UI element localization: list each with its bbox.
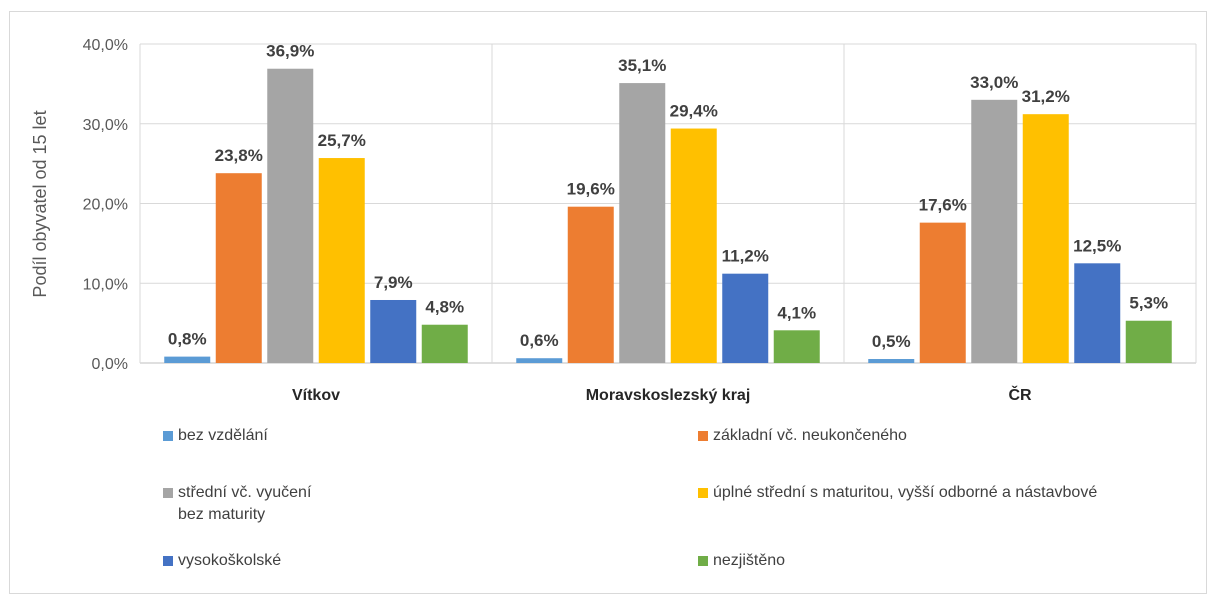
legend-swatch: [163, 488, 173, 498]
data-label: 31,2%: [1022, 87, 1070, 106]
data-label: 4,8%: [425, 298, 464, 317]
data-label: 23,8%: [215, 146, 263, 165]
legend-swatch: [163, 556, 173, 566]
bar: [619, 83, 666, 363]
y-tick-label: 10,0%: [83, 276, 128, 293]
category-label: Vítkov: [292, 387, 340, 404]
legend-label: základní vč. neukončeného: [713, 427, 907, 444]
bar: [267, 68, 314, 363]
y-tick-label: 20,0%: [83, 197, 128, 214]
data-label: 19,6%: [567, 180, 615, 199]
legend-swatch: [698, 431, 708, 441]
legend-item: vysokoškolské: [163, 550, 281, 572]
data-label: 12,5%: [1073, 236, 1121, 255]
bar: [670, 128, 717, 363]
bar: [722, 273, 769, 363]
bars: [164, 68, 1172, 364]
bar: [919, 222, 966, 363]
bar: [164, 356, 211, 363]
legend-label: bez vzdělání: [178, 427, 268, 444]
data-label: 29,4%: [670, 102, 718, 121]
legend-label: úplné střední s maturitou, vyšší odborné…: [713, 484, 1098, 501]
legend-swatch: [698, 556, 708, 566]
bar: [215, 173, 262, 363]
legend-item: úplné střední s maturitou, vyšší odborné…: [698, 482, 1097, 504]
bar: [318, 158, 365, 363]
legend-swatch: [698, 488, 708, 498]
bar: [1022, 114, 1069, 364]
gridlines: [139, 43, 1197, 364]
data-label: 35,1%: [618, 56, 666, 75]
bar: [971, 99, 1018, 363]
chart-labels: 0,0% 10,0% 20,0% 30,0% 40,0% 0,8% 23,8% 36,9% 25…: [83, 37, 1169, 404]
data-label: 11,2%: [722, 247, 769, 266]
bar: [567, 206, 614, 363]
data-label: 36,9%: [266, 42, 314, 61]
bar: [370, 299, 417, 363]
bar: [516, 358, 563, 363]
category-label: ČR: [1008, 385, 1032, 404]
legend-item: základní vč. neukončeného: [698, 425, 907, 447]
bar: [773, 330, 820, 363]
bar: [1125, 320, 1172, 363]
data-label: 0,5%: [872, 332, 911, 351]
legend-item: bez vzdělání: [163, 425, 268, 447]
legend-swatch: [163, 431, 173, 441]
data-label: 7,9%: [374, 273, 413, 292]
category-label: Moravskoslezský kraj: [586, 387, 751, 404]
bar: [868, 359, 915, 363]
y-axis-title: Podíl obyvatel od 15 let: [30, 110, 50, 297]
legend-item: nezjištěno: [698, 550, 785, 572]
data-label: 17,6%: [919, 196, 967, 215]
y-tick-label: 40,0%: [83, 37, 128, 54]
chart-frame: [9, 11, 1207, 594]
legend-label: nezjištěno: [713, 552, 786, 569]
data-label: 5,3%: [1129, 294, 1168, 313]
y-tick-label: 30,0%: [83, 117, 128, 134]
bar: [421, 324, 468, 363]
legend-label: vysokoškolské: [178, 552, 282, 569]
data-label: 0,6%: [520, 331, 559, 350]
data-label: 0,8%: [168, 330, 207, 349]
y-tick-label: 0,0%: [92, 356, 128, 373]
data-label: 25,7%: [318, 131, 366, 150]
legend-item: střední vč. vyučení bez maturity: [163, 482, 311, 526]
bar: [1074, 263, 1121, 363]
data-label: 4,1%: [777, 303, 816, 322]
data-label: 33,0%: [970, 73, 1018, 92]
legend-label: střední vč. vyučení bez maturity: [178, 484, 312, 523]
